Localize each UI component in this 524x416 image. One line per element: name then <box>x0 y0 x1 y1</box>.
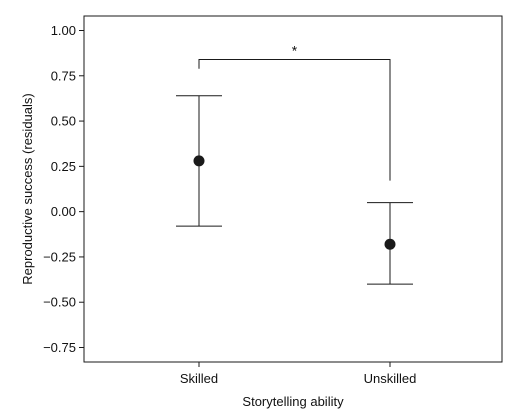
x-tick-label: Unskilled <box>364 371 417 386</box>
plot-frame <box>83 15 503 363</box>
y-tick-label: 0.25 <box>51 159 76 174</box>
significance-annotation: * <box>198 42 391 181</box>
y-tick-label: 1.00 <box>51 23 76 38</box>
y-tick-label: −0.75 <box>43 340 76 355</box>
y-tick-label: 0.75 <box>51 68 76 83</box>
y-tick-label: −0.25 <box>43 249 76 264</box>
significance-marker: * <box>292 42 298 58</box>
x-axis-title: Storytelling ability <box>242 394 344 409</box>
significance-bracket <box>198 58 391 181</box>
y-tick-label: 0.50 <box>51 114 76 129</box>
data-point <box>193 155 205 167</box>
y-axis-title: Reproductive success (residuals) <box>20 93 35 284</box>
y-axis: 1.00 0.75 0.50 0.25 0.00 −0.25 −0.50 −0.75 <box>43 23 84 355</box>
y-tick-label: −0.50 <box>43 295 76 310</box>
x-tick-label: Skilled <box>180 371 218 386</box>
data-point <box>384 238 396 250</box>
error-bars <box>176 95 413 285</box>
y-tick-label: 0.00 <box>51 204 76 219</box>
x-axis: Skilled Unskilled <box>180 362 417 386</box>
data-points <box>193 155 396 250</box>
